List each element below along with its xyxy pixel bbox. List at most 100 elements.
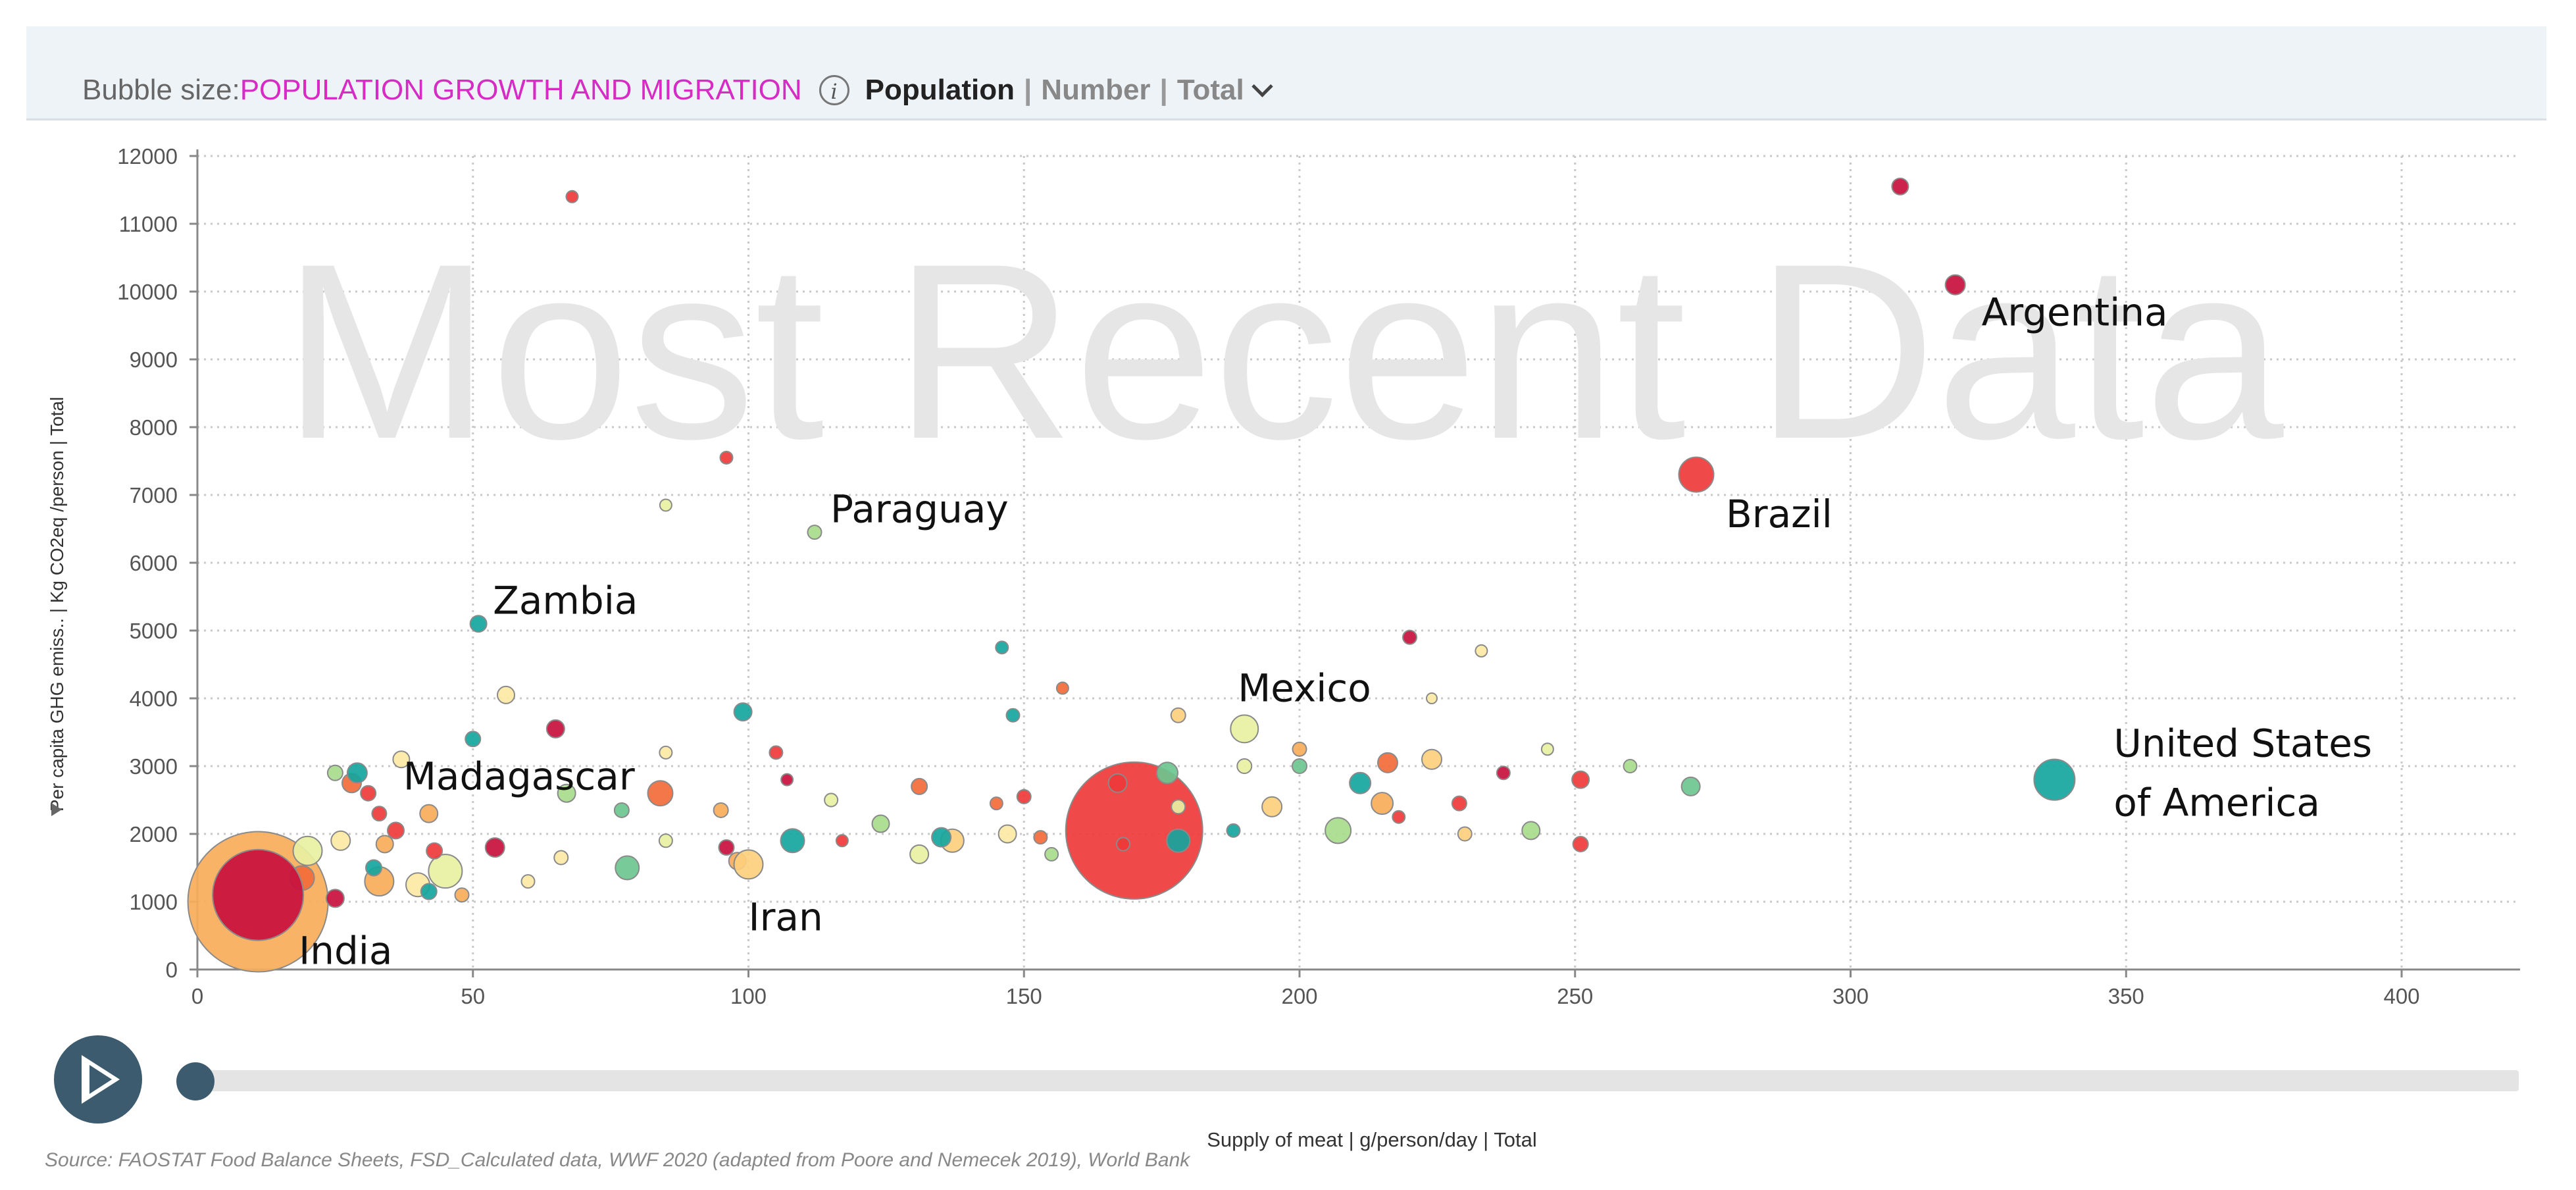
bubble	[553, 850, 569, 866]
bubble	[658, 833, 673, 848]
bubble	[1116, 837, 1130, 852]
bubble-united-states-of-america	[2033, 758, 2076, 801]
x-tick-label: 100	[730, 984, 767, 1008]
y-tick-label: 2000	[130, 822, 178, 846]
bubble	[484, 837, 505, 858]
x-tick-label: 300	[1832, 984, 1869, 1008]
bubble	[1392, 810, 1406, 824]
bubble	[615, 855, 640, 881]
bubble	[1540, 742, 1554, 756]
y-axis-toggle-icon[interactable]	[51, 803, 62, 816]
bubble-india	[212, 848, 305, 941]
bubble	[330, 830, 351, 851]
x-axis-label: Supply of meat | g/person/day | Total	[1207, 1128, 1537, 1151]
bubble-argentina	[1944, 274, 1966, 296]
bubble	[647, 780, 674, 807]
bubble-size-selector: Bubble size: POPULATION GROWTH AND MIGRA…	[82, 74, 1273, 107]
bubble	[835, 834, 849, 848]
y-tick-label: 10000	[117, 280, 178, 304]
x-tick-label: 0	[191, 984, 203, 1008]
watermark: Most Recent Data	[282, 211, 2285, 491]
filter-bar: Bubble size: POPULATION GROWTH AND MIGRA…	[26, 26, 2546, 120]
bubble	[292, 835, 323, 866]
x-tick-label: 400	[2383, 984, 2419, 1008]
bubble	[1292, 758, 1307, 774]
label-iran: Iran	[749, 894, 823, 939]
y-tick-label: 11000	[119, 212, 178, 236]
bubble	[365, 859, 382, 877]
bubble	[1496, 765, 1511, 781]
y-tick-label: 4000	[130, 686, 178, 711]
bubble	[1065, 761, 1203, 900]
bubble	[1680, 776, 1701, 796]
bubble	[326, 764, 343, 781]
bubble	[659, 745, 673, 760]
aggregation-label: Total	[1176, 74, 1244, 106]
bubble	[824, 792, 839, 808]
y-tick-label: 5000	[130, 619, 178, 643]
bubble	[1377, 752, 1398, 773]
bubble	[1571, 770, 1590, 789]
bubble	[1457, 826, 1473, 842]
y-tick-label: 3000	[130, 754, 178, 779]
bubble	[325, 889, 345, 908]
bubble-size-indicator-link[interactable]: POPULATION GROWTH AND MIGRATION	[240, 74, 802, 106]
bubble	[1891, 177, 1909, 195]
bubble	[989, 796, 1003, 811]
bubble	[1016, 789, 1032, 804]
bubble	[1005, 708, 1021, 723]
y-tick-label: 9000	[130, 348, 178, 372]
bubble	[392, 750, 411, 769]
measure-label: Population	[865, 74, 1015, 106]
bubble	[419, 804, 439, 823]
y-tick-label: 8000	[130, 415, 178, 440]
bubble	[428, 854, 463, 889]
bubble	[375, 835, 394, 854]
play-button[interactable]	[54, 1035, 142, 1124]
label-united-states-of-america: United States of America	[2113, 721, 2372, 825]
label-india: India	[299, 929, 392, 973]
bubble	[565, 190, 579, 203]
bubble	[1166, 828, 1191, 853]
label-madagascar: Madagascar	[403, 754, 635, 798]
timeline-slider-track[interactable]	[196, 1070, 2519, 1091]
bubble-madagascar	[346, 762, 368, 784]
bubble	[909, 844, 930, 864]
grid-lines	[197, 155, 2520, 970]
bubble	[371, 806, 388, 822]
bubble	[420, 883, 438, 900]
x-tick-label: 150	[1006, 984, 1042, 1008]
y-tick-label: 12000	[117, 144, 178, 168]
bubble	[713, 802, 729, 818]
bubbles	[187, 177, 2076, 973]
y-tick-label: 1000	[130, 890, 178, 914]
bubble	[1475, 644, 1488, 658]
info-icon[interactable]: i	[819, 75, 849, 105]
x-tick-label: 200	[1281, 984, 1317, 1008]
bubble-mexico	[1230, 714, 1259, 744]
label-paraguay: Paraguay	[830, 487, 1009, 532]
bubble	[1261, 796, 1283, 817]
bubble	[557, 783, 576, 803]
y-axis-label: Per capita GHG emiss.. | Kg CO2eq /perso…	[47, 397, 67, 812]
bubble	[520, 874, 536, 889]
bubble	[1107, 773, 1128, 793]
x-tick-label: 50	[461, 984, 485, 1008]
y-tick-label: 7000	[130, 483, 178, 507]
bubble	[718, 839, 735, 856]
timeline-slider-handle[interactable]	[176, 1062, 215, 1100]
point-labels: India Iran Madagascar Zambia Paraguay Mexico B…	[299, 290, 2372, 973]
label-argentina: Argentina	[1982, 290, 2168, 335]
bubble	[426, 842, 443, 860]
label-zambia: Zambia	[493, 579, 638, 623]
separator: |	[1023, 74, 1032, 106]
bubble	[1033, 830, 1048, 845]
bubble	[1451, 795, 1467, 812]
bubble	[545, 719, 565, 738]
bubble-size-label: Bubble size:	[82, 74, 240, 106]
bubble	[780, 828, 805, 854]
unit-label: Number	[1041, 74, 1151, 106]
bubble	[769, 745, 784, 760]
bubble	[780, 773, 794, 787]
